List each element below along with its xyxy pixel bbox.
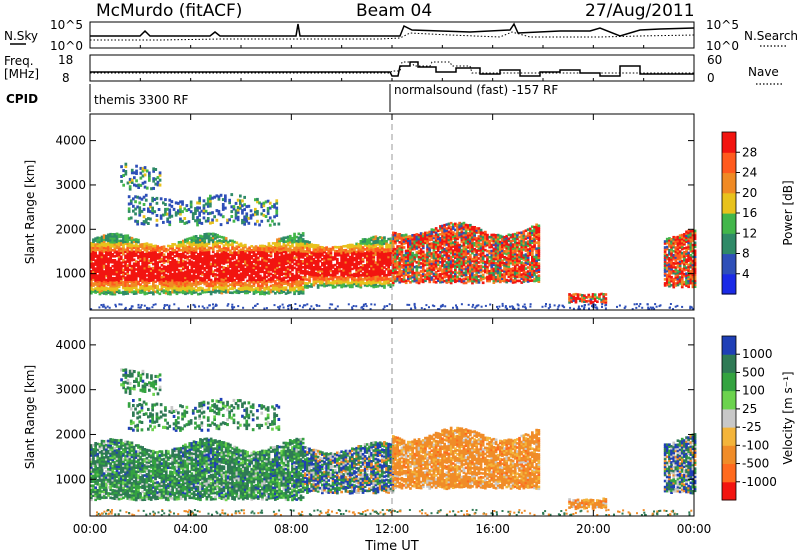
noise-right-label: N.Search bbox=[744, 29, 798, 43]
freq-left-tick-top: 18 bbox=[58, 53, 73, 67]
power-cell bbox=[302, 232, 305, 235]
station-title: McMurdo (fitACF) bbox=[96, 1, 242, 21]
power-cell bbox=[336, 258, 339, 261]
power-cell bbox=[137, 239, 140, 242]
power-feature-5 bbox=[664, 230, 697, 289]
power-cell bbox=[120, 256, 123, 259]
power-cell bbox=[225, 237, 228, 240]
power-feature-3 bbox=[392, 222, 540, 285]
cpid-mode-2: normalsound (fast) -157 RF bbox=[394, 83, 558, 97]
power-cell bbox=[186, 266, 189, 269]
noise-right-tick-top: 10^5 bbox=[706, 18, 739, 32]
freq-right-tick-top: 60 bbox=[707, 53, 722, 67]
power-data-cells bbox=[90, 163, 696, 305]
freq-right-tick-bottom: 0 bbox=[707, 71, 715, 85]
noise-sky-trace bbox=[90, 24, 694, 36]
power-cell bbox=[383, 236, 386, 239]
power-cell bbox=[163, 245, 166, 248]
power-cell bbox=[538, 225, 541, 228]
noise-left-label: N.Sky bbox=[4, 29, 38, 43]
power-cell bbox=[403, 246, 406, 249]
power-cell bbox=[422, 251, 425, 254]
power-cell bbox=[159, 293, 162, 296]
freq-left-tick-bottom: 8 bbox=[62, 71, 70, 85]
power-cell bbox=[244, 244, 247, 247]
freq-label-line2: [MHz] bbox=[4, 67, 39, 81]
power-cell bbox=[268, 242, 271, 245]
frequency-panel: Freq. [MHz] 18 8 60 0 Nave bbox=[4, 53, 782, 85]
power-cell bbox=[156, 285, 159, 288]
cpid-panel: CPID themis 3300 RF normalsound (fast) -… bbox=[6, 83, 558, 112]
noise-panel: N.Sky 10^5 10^0 10^5 10^0 N.Search bbox=[4, 18, 798, 53]
power-cell bbox=[435, 227, 438, 230]
date-title: 27/Aug/2011 bbox=[585, 1, 695, 21]
freq-panel-frame bbox=[90, 55, 694, 81]
power-cell bbox=[383, 270, 386, 273]
power-cell bbox=[293, 233, 296, 236]
noise-left-tick-top: 10^5 bbox=[50, 18, 83, 32]
power-cell bbox=[538, 274, 541, 277]
power-feature-1 bbox=[90, 232, 305, 295]
power-cell bbox=[218, 245, 221, 248]
cpid-label: CPID bbox=[6, 92, 38, 106]
power-cell bbox=[285, 286, 288, 289]
noise-right-tick-bottom: 10^0 bbox=[706, 39, 739, 53]
power-cell bbox=[484, 231, 487, 234]
power-cell bbox=[605, 297, 608, 300]
noise-panel-frame bbox=[90, 22, 694, 48]
nave-trace bbox=[90, 62, 694, 76]
freq-label-line1: Freq. bbox=[4, 54, 34, 68]
power-feature-2 bbox=[304, 235, 394, 288]
power-feature-4 bbox=[568, 293, 607, 305]
power-cell bbox=[605, 293, 608, 296]
power-cell bbox=[594, 293, 597, 296]
power-cell bbox=[482, 274, 485, 277]
power-cell bbox=[596, 300, 599, 303]
nave-label: Nave bbox=[748, 65, 779, 79]
beam-title: Beam 04 bbox=[356, 1, 432, 21]
power-cell bbox=[163, 253, 166, 256]
noise-left-tick-bottom: 10^0 bbox=[50, 39, 83, 53]
power-cell bbox=[482, 282, 485, 285]
cpid-mode-1: themis 3300 RF bbox=[94, 93, 188, 107]
power-cell bbox=[480, 229, 483, 232]
power-cell bbox=[538, 262, 541, 265]
